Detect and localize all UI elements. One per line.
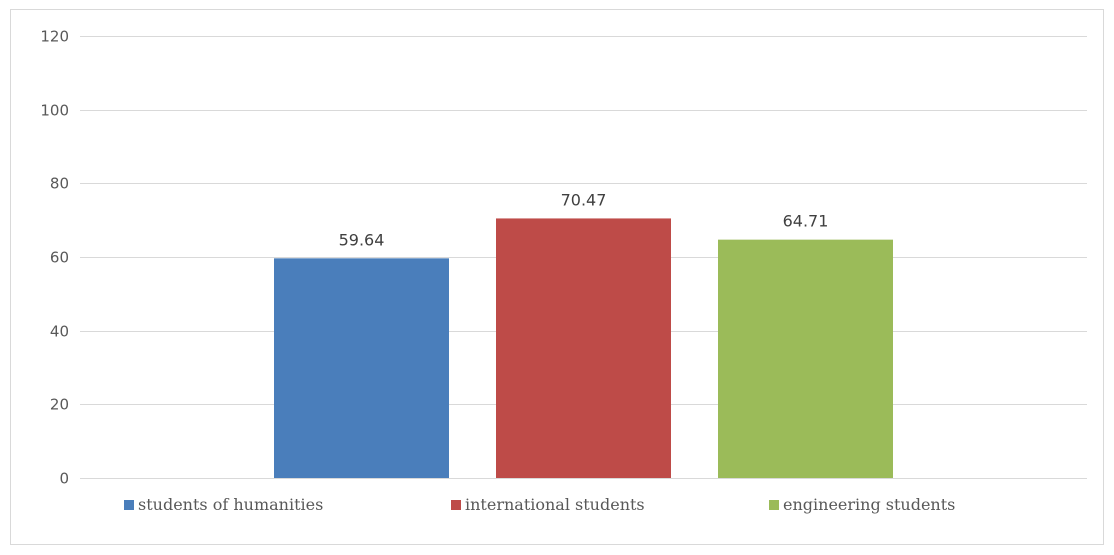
y-axis-tick-labels: 0 20 40 60 80 100 120 xyxy=(40,28,69,488)
data-label: 70.47 xyxy=(561,190,607,209)
y-tick-label: 40 xyxy=(50,323,69,341)
y-tick-label: 20 xyxy=(50,396,69,414)
y-tick-label: 120 xyxy=(40,28,69,46)
bar-engineering-students xyxy=(718,239,893,478)
y-tick-label: 60 xyxy=(50,249,69,267)
y-tick-label: 0 xyxy=(59,470,69,488)
legend-swatch xyxy=(769,500,779,510)
data-label: 64.71 xyxy=(783,212,829,231)
bar-international-students xyxy=(496,218,671,479)
legend-item-label: students of humanities xyxy=(138,495,323,514)
data-label: 59.64 xyxy=(339,230,385,249)
legend-item-label: engineering students xyxy=(783,495,955,514)
bar-students-of-humanities xyxy=(274,258,449,478)
legend-swatch xyxy=(451,500,461,510)
data-labels: 59.64 70.47 64.71 xyxy=(339,190,829,249)
y-tick-label: 100 xyxy=(40,102,69,120)
legend-swatch xyxy=(124,500,134,510)
y-tick-label: 80 xyxy=(50,175,69,193)
legend-item-label: international students xyxy=(465,495,645,514)
chart-area: 0 20 40 60 80 100 120 59.64 70.47 64.71 students… xyxy=(10,9,1104,545)
bars xyxy=(274,218,893,479)
legend: students of humanities international stud… xyxy=(124,495,955,514)
bar-chart: 0 20 40 60 80 100 120 59.64 70.47 64.71 students… xyxy=(40,28,1087,514)
